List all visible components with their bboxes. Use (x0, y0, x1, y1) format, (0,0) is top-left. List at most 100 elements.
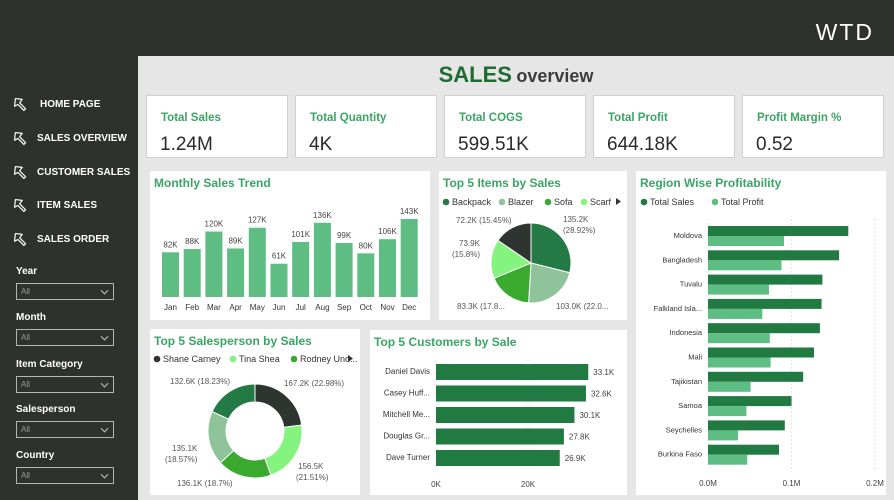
bar-1 (436, 385, 586, 402)
legend-label-1: Blazer (508, 197, 534, 207)
bar-sales-8 (708, 420, 785, 431)
country-dropdown[interactable]: All (16, 467, 114, 484)
legend-marker-3 (580, 198, 588, 206)
kpi-label: Total Profit (608, 112, 668, 124)
y-tick-label-4: Indonesia (669, 328, 702, 337)
legend-label-2: Rodney Und... (300, 354, 358, 364)
nav-label: SALES OVERVIEW (37, 133, 127, 144)
sales-overview-icon (13, 131, 27, 146)
header-bar: WTD (138, 0, 894, 56)
nav-sales-overview[interactable]: SALES OVERVIEW (12, 130, 127, 147)
filter-label: Country (16, 450, 55, 461)
legend-label-2: Sofa (554, 197, 573, 207)
x-tick-label-7: Aug (315, 303, 329, 312)
brand-logo: WTD (815, 19, 874, 45)
bar-10 (379, 239, 396, 297)
data-label-2: 30.1K (579, 411, 601, 420)
sidebar: HOME PAGE SALES OVERVIEW CUSTOMER SALES … (0, 0, 138, 500)
data-label-3: 89K (228, 236, 243, 245)
home-icon (13, 97, 27, 112)
bar-9 (357, 253, 375, 297)
nav-label: ITEM SALES (37, 200, 98, 211)
month-dropdown[interactable]: All (16, 329, 114, 346)
chevron-down-icon (100, 382, 109, 388)
bar-0 (162, 252, 179, 297)
bar-profit-1 (708, 260, 782, 271)
x-tick-label-2: Mar (207, 303, 221, 312)
bar-profit-2 (708, 284, 769, 295)
bar-profit-7 (708, 406, 747, 417)
pie-slice-4 (497, 222, 532, 264)
kpi-value: 1.24M (160, 134, 213, 155)
chevron-down-icon (100, 473, 109, 479)
bar-6 (292, 241, 310, 297)
slice-label-2: 83.3K (17.8... (457, 302, 505, 311)
nav-item-sales[interactable]: ITEM SALES (12, 197, 97, 214)
customers-chart: 0K 20K Daniel Davis 33.1K Casey Huff... 32.6K… (383, 360, 615, 489)
x-tick-label-8: Sep (337, 303, 352, 312)
bar-sales-9 (708, 444, 779, 455)
y-tick-label-8: Seychelles (666, 425, 703, 434)
dropdown-value: All (21, 471, 30, 480)
legend-marker-1 (229, 355, 237, 363)
bar-profit-8 (708, 430, 739, 441)
bar-profit-9 (708, 454, 748, 465)
bar-3 (227, 248, 245, 297)
x-tick-label-9: Oct (360, 303, 373, 312)
filter-salesperson: Salesperson All (16, 404, 126, 438)
salesperson-dropdown[interactable]: All (16, 421, 114, 438)
pie-slice-1 (264, 424, 303, 476)
item-category-dropdown[interactable]: All (16, 376, 114, 393)
slice-label-3: 73.9K (459, 239, 481, 248)
salesperson-chart: Shane Carney Tina Shea Rodney Und... 167.2K… (153, 354, 358, 488)
nav-sales-order[interactable]: SALES ORDER (12, 231, 109, 248)
y-tick-label-9: Burkina Faso (658, 450, 702, 459)
bar-sales-2 (708, 274, 823, 285)
y-tick-label-2: Mitchell Me... (383, 410, 430, 419)
legend-label-0: Total Sales (650, 197, 695, 207)
legend-label-1: Tina Shea (239, 354, 280, 364)
item-sales-icon (13, 198, 27, 213)
chart-title: Top 5 Items by Sales (443, 176, 561, 190)
year-dropdown[interactable]: All (16, 283, 114, 300)
filter-label: Month (16, 312, 46, 323)
chevron-down-icon (100, 335, 109, 341)
x-tick-label-5: Jun (273, 303, 286, 312)
data-label-11: 143K (400, 207, 419, 216)
pie-slice-4 (211, 383, 256, 420)
x-tick-label-0: 0.0M (699, 479, 717, 488)
monthly-sales-chart: 82K Jan 88K Feb 120K Mar 89K Apr 127K May 61K Jun 10… (162, 207, 419, 312)
nav-customer-sales[interactable]: CUSTOMER SALES (12, 164, 130, 181)
bar-profit-3 (708, 308, 763, 319)
bar-profit-5 (708, 357, 771, 368)
nav-home-page[interactable]: HOME PAGE (12, 96, 100, 113)
data-label-8: 99K (337, 231, 352, 240)
kpi-total-sales: Total Sales 1.24M (146, 95, 288, 158)
pie-slice-1 (528, 262, 571, 304)
filter-country: Country All (16, 450, 126, 484)
data-label-7: 136K (313, 211, 332, 220)
dropdown-value: All (21, 333, 30, 342)
data-label-0: 33.1K (593, 368, 615, 377)
bar-0 (436, 364, 589, 380)
kpi-label: Profit Margin % (757, 112, 842, 124)
chart-title: Top 5 Customers by Sale (374, 335, 517, 349)
legend-label-0: Backpack (452, 197, 492, 207)
y-tick-label-6: Tajikistan (671, 377, 702, 386)
legend-marker-0 (640, 198, 648, 206)
chevron-down-icon (100, 289, 109, 295)
chart-title: Monthly Sales Trend (154, 176, 271, 190)
customer-sales-icon (13, 165, 27, 180)
legend-label-1: Total Profit (721, 197, 764, 207)
bar-sales-7 (708, 396, 792, 407)
x-tick-label-10: Nov (380, 303, 394, 312)
pie-slice-0 (254, 383, 303, 428)
kpi-value: 4K (309, 134, 333, 155)
top-items-card: Top 5 Items by Sales Backpack Blazer Sofa S… (439, 171, 627, 320)
kpi-total-profit: Total Profit 644.18K (593, 95, 735, 158)
region-chart: Total Sales Total Profit 0.0M 0.1M 0.2M Moldo… (640, 197, 884, 488)
dropdown-value: All (21, 380, 30, 389)
bar-3 (436, 428, 564, 445)
data-label-9: 80K (359, 241, 374, 250)
